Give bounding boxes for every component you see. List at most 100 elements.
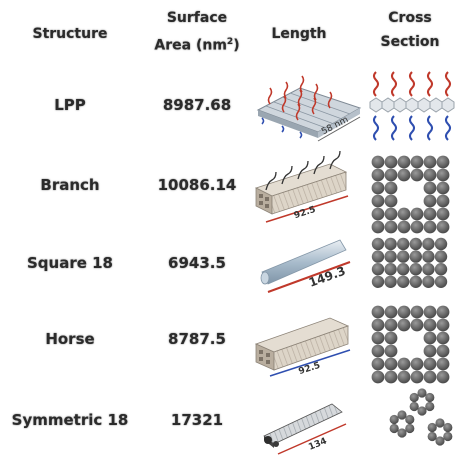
row-1-surface-area: 8987.68 (162, 96, 232, 114)
helix-circle (423, 181, 437, 195)
helix-circle (410, 370, 424, 384)
helix-circle (371, 220, 385, 234)
helix-circle (384, 357, 398, 371)
header-surface-area: Surface Area (nm2) (132, 6, 262, 58)
helix-circle (371, 357, 385, 371)
helix-circle (384, 318, 398, 332)
helix-circle (397, 305, 411, 319)
helix-circle (436, 220, 450, 234)
branch-length-bundle: 92.5 (254, 150, 349, 223)
helix-circle (436, 344, 450, 358)
helix-circle (435, 418, 445, 428)
helix-circle (417, 388, 427, 398)
helix-circle (410, 318, 424, 332)
header-cross-section: Cross Section (356, 6, 464, 54)
helix-circle (384, 168, 398, 182)
helix-circle (371, 318, 385, 332)
helix-circle (397, 220, 411, 234)
helix-circle (371, 168, 385, 182)
helix-circle (405, 414, 415, 425)
lpp-cross-section (369, 71, 455, 141)
helix-circle (389, 423, 399, 434)
helix-circle (410, 168, 424, 182)
row-4-surface-area: 8787.5 (168, 330, 226, 348)
helix-circle (423, 155, 437, 169)
helix-circle (434, 250, 448, 263)
helix-circle (434, 237, 448, 251)
helix-circle (423, 305, 437, 319)
helix-circle (425, 401, 435, 412)
helix-circle (409, 275, 422, 288)
helix-circle (371, 263, 385, 276)
helix-circle (397, 250, 410, 263)
helix-circle (436, 331, 450, 345)
helix-circle (434, 275, 448, 288)
helix-circle (423, 357, 437, 371)
helix-circle (397, 318, 411, 332)
helix-circle (384, 275, 397, 288)
helix-circle (397, 370, 411, 384)
helix-circle (436, 155, 450, 169)
helix-circle (423, 194, 437, 208)
helix-circle (371, 250, 385, 263)
helix-circle (443, 431, 453, 442)
symmetric18-length-bundle: 134 (263, 403, 347, 455)
helix-circle (436, 194, 450, 208)
helix-circle (371, 194, 385, 208)
helix-circle (371, 331, 385, 345)
helix-circle (422, 237, 435, 251)
helix-circle (410, 220, 424, 234)
helix-circle (397, 357, 411, 371)
helix-circle (422, 263, 435, 276)
row-5-surface-area: 17321 (170, 411, 224, 429)
helix-circle (417, 406, 427, 416)
helix-circle (410, 155, 424, 169)
helix-circle (410, 207, 424, 221)
row-2-surface-area: 10086.14 (157, 176, 237, 194)
helix-circle (371, 237, 385, 251)
helix-circle (436, 357, 450, 371)
helix-circle (397, 168, 411, 182)
square18-length-label: 149.3 (307, 264, 347, 290)
helix-circle (423, 344, 437, 358)
helix-circle (371, 305, 385, 319)
helix-circle (409, 237, 422, 251)
square18-cross-section (371, 237, 448, 288)
row-2-structure: Branch (40, 176, 100, 194)
helix-circle (443, 422, 453, 433)
helix-circle (422, 275, 435, 288)
helix-circle (397, 410, 407, 420)
helix-circle (384, 344, 398, 358)
horse-cross-section (371, 305, 450, 384)
horse-length-bundle: 92.5 (254, 317, 351, 377)
row-1-structure: LPP (54, 96, 86, 114)
header-cross-section-line2: Section (380, 34, 440, 50)
branch-cross-section (371, 155, 450, 234)
helix-circle (384, 194, 398, 208)
helix-circle (384, 155, 398, 169)
helix-circle (427, 431, 437, 442)
helix-circle (436, 207, 450, 221)
helix-circle (405, 423, 415, 434)
row-4-structure: Horse (45, 330, 95, 348)
branch-length-label: 92.5 (293, 205, 317, 221)
helix-circle (371, 207, 385, 221)
helix-circle (371, 155, 385, 169)
helix-circle (384, 370, 398, 384)
helix-circle (436, 370, 450, 384)
row-5-structure: Symmetric 18 (11, 411, 129, 429)
helix-circle (436, 168, 450, 182)
helix-circle (397, 237, 410, 251)
helix-circle (384, 237, 397, 251)
helix-circle (384, 181, 398, 195)
helix-circle (425, 392, 435, 403)
header-surface-area-line1: Surface (166, 10, 228, 26)
helix-circle (384, 250, 397, 263)
helix-circle (410, 357, 424, 371)
helix-circle (410, 305, 424, 319)
horse-length-label: 92.5 (297, 361, 321, 377)
helix-circle (434, 263, 448, 276)
helix-circle (423, 168, 437, 182)
